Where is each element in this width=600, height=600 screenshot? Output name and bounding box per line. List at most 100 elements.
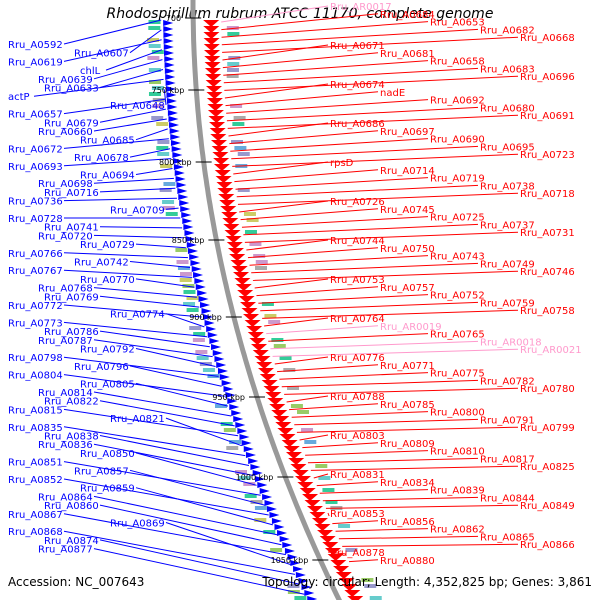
left-gene-label[interactable]: Rru_A0698 xyxy=(38,179,93,190)
left-gene-label[interactable]: Rru_A0767 xyxy=(8,266,63,277)
right-gene-label[interactable]: Rru_A0671 xyxy=(330,41,385,52)
right-gene-label[interactable]: Rru_A0817 xyxy=(480,454,535,465)
left-gene-label[interactable]: Rru_A0694 xyxy=(80,171,135,182)
right-gene-label[interactable]: Rru_A0753 xyxy=(330,275,385,286)
right-gene-label[interactable]: Rru_A0723 xyxy=(520,150,575,161)
left-gene-label[interactable]: Rru_A0792 xyxy=(80,345,135,356)
left-gene-label[interactable]: Rru_A0835 xyxy=(8,423,63,434)
left-gene-label[interactable]: Rru_A0657 xyxy=(8,110,63,121)
left-gene-label[interactable]: Rru_A0648 xyxy=(110,101,165,112)
left-gene-label[interactable]: Rru_A0805 xyxy=(80,379,135,390)
left-gene-label[interactable]: Rru_A0798 xyxy=(8,353,63,364)
left-gene-label[interactable]: Rru_A0633 xyxy=(44,84,99,95)
right-gene-label[interactable]: Rru_A0775 xyxy=(430,369,485,380)
right-gene-label[interactable]: Rru_A0785 xyxy=(380,400,435,411)
left-gene-label[interactable]: Rru_A0787 xyxy=(38,336,93,347)
left-gene-label[interactable]: Rru_A0619 xyxy=(8,57,63,68)
left-gene-label[interactable]: Rru_A0857 xyxy=(74,466,129,477)
left-gene-label[interactable]: Rru_A0672 xyxy=(8,144,63,155)
left-gene-label[interactable]: Rru_A0693 xyxy=(8,162,63,173)
left-gene-label[interactable]: Rru_A0768 xyxy=(38,284,93,295)
left-gene-label[interactable]: Rru_A0769 xyxy=(44,292,99,303)
right-gene-label[interactable]: Rru_A0865 xyxy=(480,532,535,543)
right-gene-label[interactable]: Rru_A0866 xyxy=(520,540,575,551)
left-gene-label[interactable]: Rru_A0766 xyxy=(8,249,63,260)
right-gene-label[interactable]: Rru_A0862 xyxy=(430,525,485,536)
left-gene-label[interactable]: Rru_A0685 xyxy=(80,136,135,147)
right-gene-label[interactable]: Rru_A0726 xyxy=(330,197,385,208)
left-gene-label[interactable]: Rru_A0867 xyxy=(8,510,63,521)
right-rna-label[interactable]: Rru_AR0021 xyxy=(520,345,582,356)
right-gene-label[interactable]: Rru_A0758 xyxy=(520,306,575,317)
right-gene-label[interactable]: Rru_A0744 xyxy=(330,236,385,247)
right-gene-label[interactable]: Rru_A0809 xyxy=(380,439,435,450)
right-gene-label[interactable]: Rru_A0743 xyxy=(430,252,485,263)
right-gene-label[interactable]: Rru_A0684 xyxy=(380,10,435,21)
right-gene-label[interactable]: Rru_A0653 xyxy=(430,18,485,29)
left-gene-label[interactable]: actP xyxy=(8,92,30,103)
left-gene-label[interactable]: Rru_A0607 xyxy=(74,49,129,60)
left-gene-label[interactable]: Rru_A0639 xyxy=(38,75,93,86)
left-gene-label[interactable]: Rru_A0838 xyxy=(44,432,99,443)
left-gene-label[interactable]: Rru_A0716 xyxy=(44,188,99,199)
left-gene-label[interactable]: Rru_A0660 xyxy=(38,127,93,138)
right-gene-label[interactable]: Rru_A0880 xyxy=(380,556,435,567)
left-gene-label[interactable]: Rru_A0786 xyxy=(44,327,99,338)
right-gene-label[interactable]: Rru_A0682 xyxy=(480,25,535,36)
right-gene-label[interactable]: Rru_A0752 xyxy=(430,291,485,302)
right-gene-label[interactable]: Rru_A0680 xyxy=(480,103,535,114)
right-gene-label[interactable]: Rru_A0686 xyxy=(330,119,385,130)
right-gene-label[interactable]: Rru_A0771 xyxy=(380,361,435,372)
right-gene-label[interactable]: Rru_A0831 xyxy=(330,470,385,481)
right-gene-label[interactable]: Rru_A0681 xyxy=(380,49,435,60)
right-gene-label[interactable]: Rru_A0745 xyxy=(380,205,435,216)
left-gene-label[interactable]: Rru_A0774 xyxy=(110,310,165,321)
left-gene-label[interactable]: Rru_A0859 xyxy=(80,484,135,495)
right-gene-label[interactable]: Rru_A0878 xyxy=(330,548,385,559)
right-gene-label[interactable]: Rru_A0668 xyxy=(520,33,575,44)
left-gene-label[interactable]: Rru_A0742 xyxy=(74,258,129,269)
right-gene-label[interactable]: Rru_A0719 xyxy=(430,174,485,185)
left-gene-label[interactable]: Rru_A0877 xyxy=(38,545,93,556)
left-gene-label[interactable]: Rru_A0864 xyxy=(38,492,93,503)
left-gene-label[interactable]: Rru_A0836 xyxy=(38,440,93,451)
right-gene-label[interactable]: Rru_A0849 xyxy=(520,501,575,512)
right-gene-label[interactable]: Rru_A0834 xyxy=(380,478,435,489)
left-gene-label[interactable]: Rru_A0821 xyxy=(110,414,165,425)
right-gene-label[interactable]: Rru_A0718 xyxy=(520,189,575,200)
right-gene-label[interactable]: Rru_A0791 xyxy=(480,415,535,426)
left-gene-label[interactable]: Rru_A0720 xyxy=(38,231,93,242)
left-gene-label[interactable]: Rru_A0850 xyxy=(80,449,135,460)
right-rna-label[interactable]: Rru_AR0019 xyxy=(380,322,442,333)
right-gene-label[interactable]: Rru_A0683 xyxy=(480,64,535,75)
left-gene-label[interactable]: Rru_A0814 xyxy=(38,388,93,399)
right-gene-label[interactable]: Rru_A0776 xyxy=(330,353,385,364)
right-gene-label[interactable]: Rru_A0746 xyxy=(520,267,575,278)
right-gene-label[interactable]: Rru_A0782 xyxy=(480,376,535,387)
left-gene-label[interactable]: Rru_A0773 xyxy=(8,318,63,329)
right-rna-label[interactable]: Rru_AR0017 xyxy=(330,2,392,13)
left-gene-label[interactable]: Rru_A0729 xyxy=(80,240,135,251)
right-gene-label[interactable]: Rru_A0800 xyxy=(430,408,485,419)
right-gene-label[interactable]: Rru_A0695 xyxy=(480,142,535,153)
right-gene-label[interactable]: Rru_A0674 xyxy=(330,80,385,91)
right-gene-label[interactable]: Rru_A0856 xyxy=(380,517,435,528)
right-gene-label[interactable]: Rru_A0738 xyxy=(480,181,535,192)
right-gene-label[interactable]: Rru_A0853 xyxy=(330,509,385,520)
right-gene-label[interactable]: Rru_A0825 xyxy=(520,462,575,473)
right-gene-label[interactable]: Rru_A0810 xyxy=(430,447,485,458)
right-gene-label[interactable]: Rru_A0658 xyxy=(430,57,485,68)
right-gene-label[interactable]: Rru_A0737 xyxy=(480,220,535,231)
left-gene-label[interactable]: Rru_A0868 xyxy=(8,527,63,538)
left-gene-label[interactable]: Rru_A0869 xyxy=(110,519,165,530)
left-gene-label[interactable]: chlL xyxy=(80,66,101,77)
left-gene-label[interactable]: Rru_A0860 xyxy=(44,501,99,512)
right-gene-label[interactable]: nadE xyxy=(380,88,405,99)
left-gene-label[interactable]: Rru_A0796 xyxy=(74,362,129,373)
left-gene-label[interactable]: Rru_A0736 xyxy=(8,197,63,208)
left-gene-label[interactable]: Rru_A0728 xyxy=(8,214,63,225)
right-gene-label[interactable]: Rru_A0765 xyxy=(430,330,485,341)
left-gene-label[interactable]: Rru_A0874 xyxy=(44,536,99,547)
left-gene-label[interactable]: Rru_A0852 xyxy=(8,475,63,486)
right-gene-label[interactable]: Rru_A0799 xyxy=(520,423,575,434)
